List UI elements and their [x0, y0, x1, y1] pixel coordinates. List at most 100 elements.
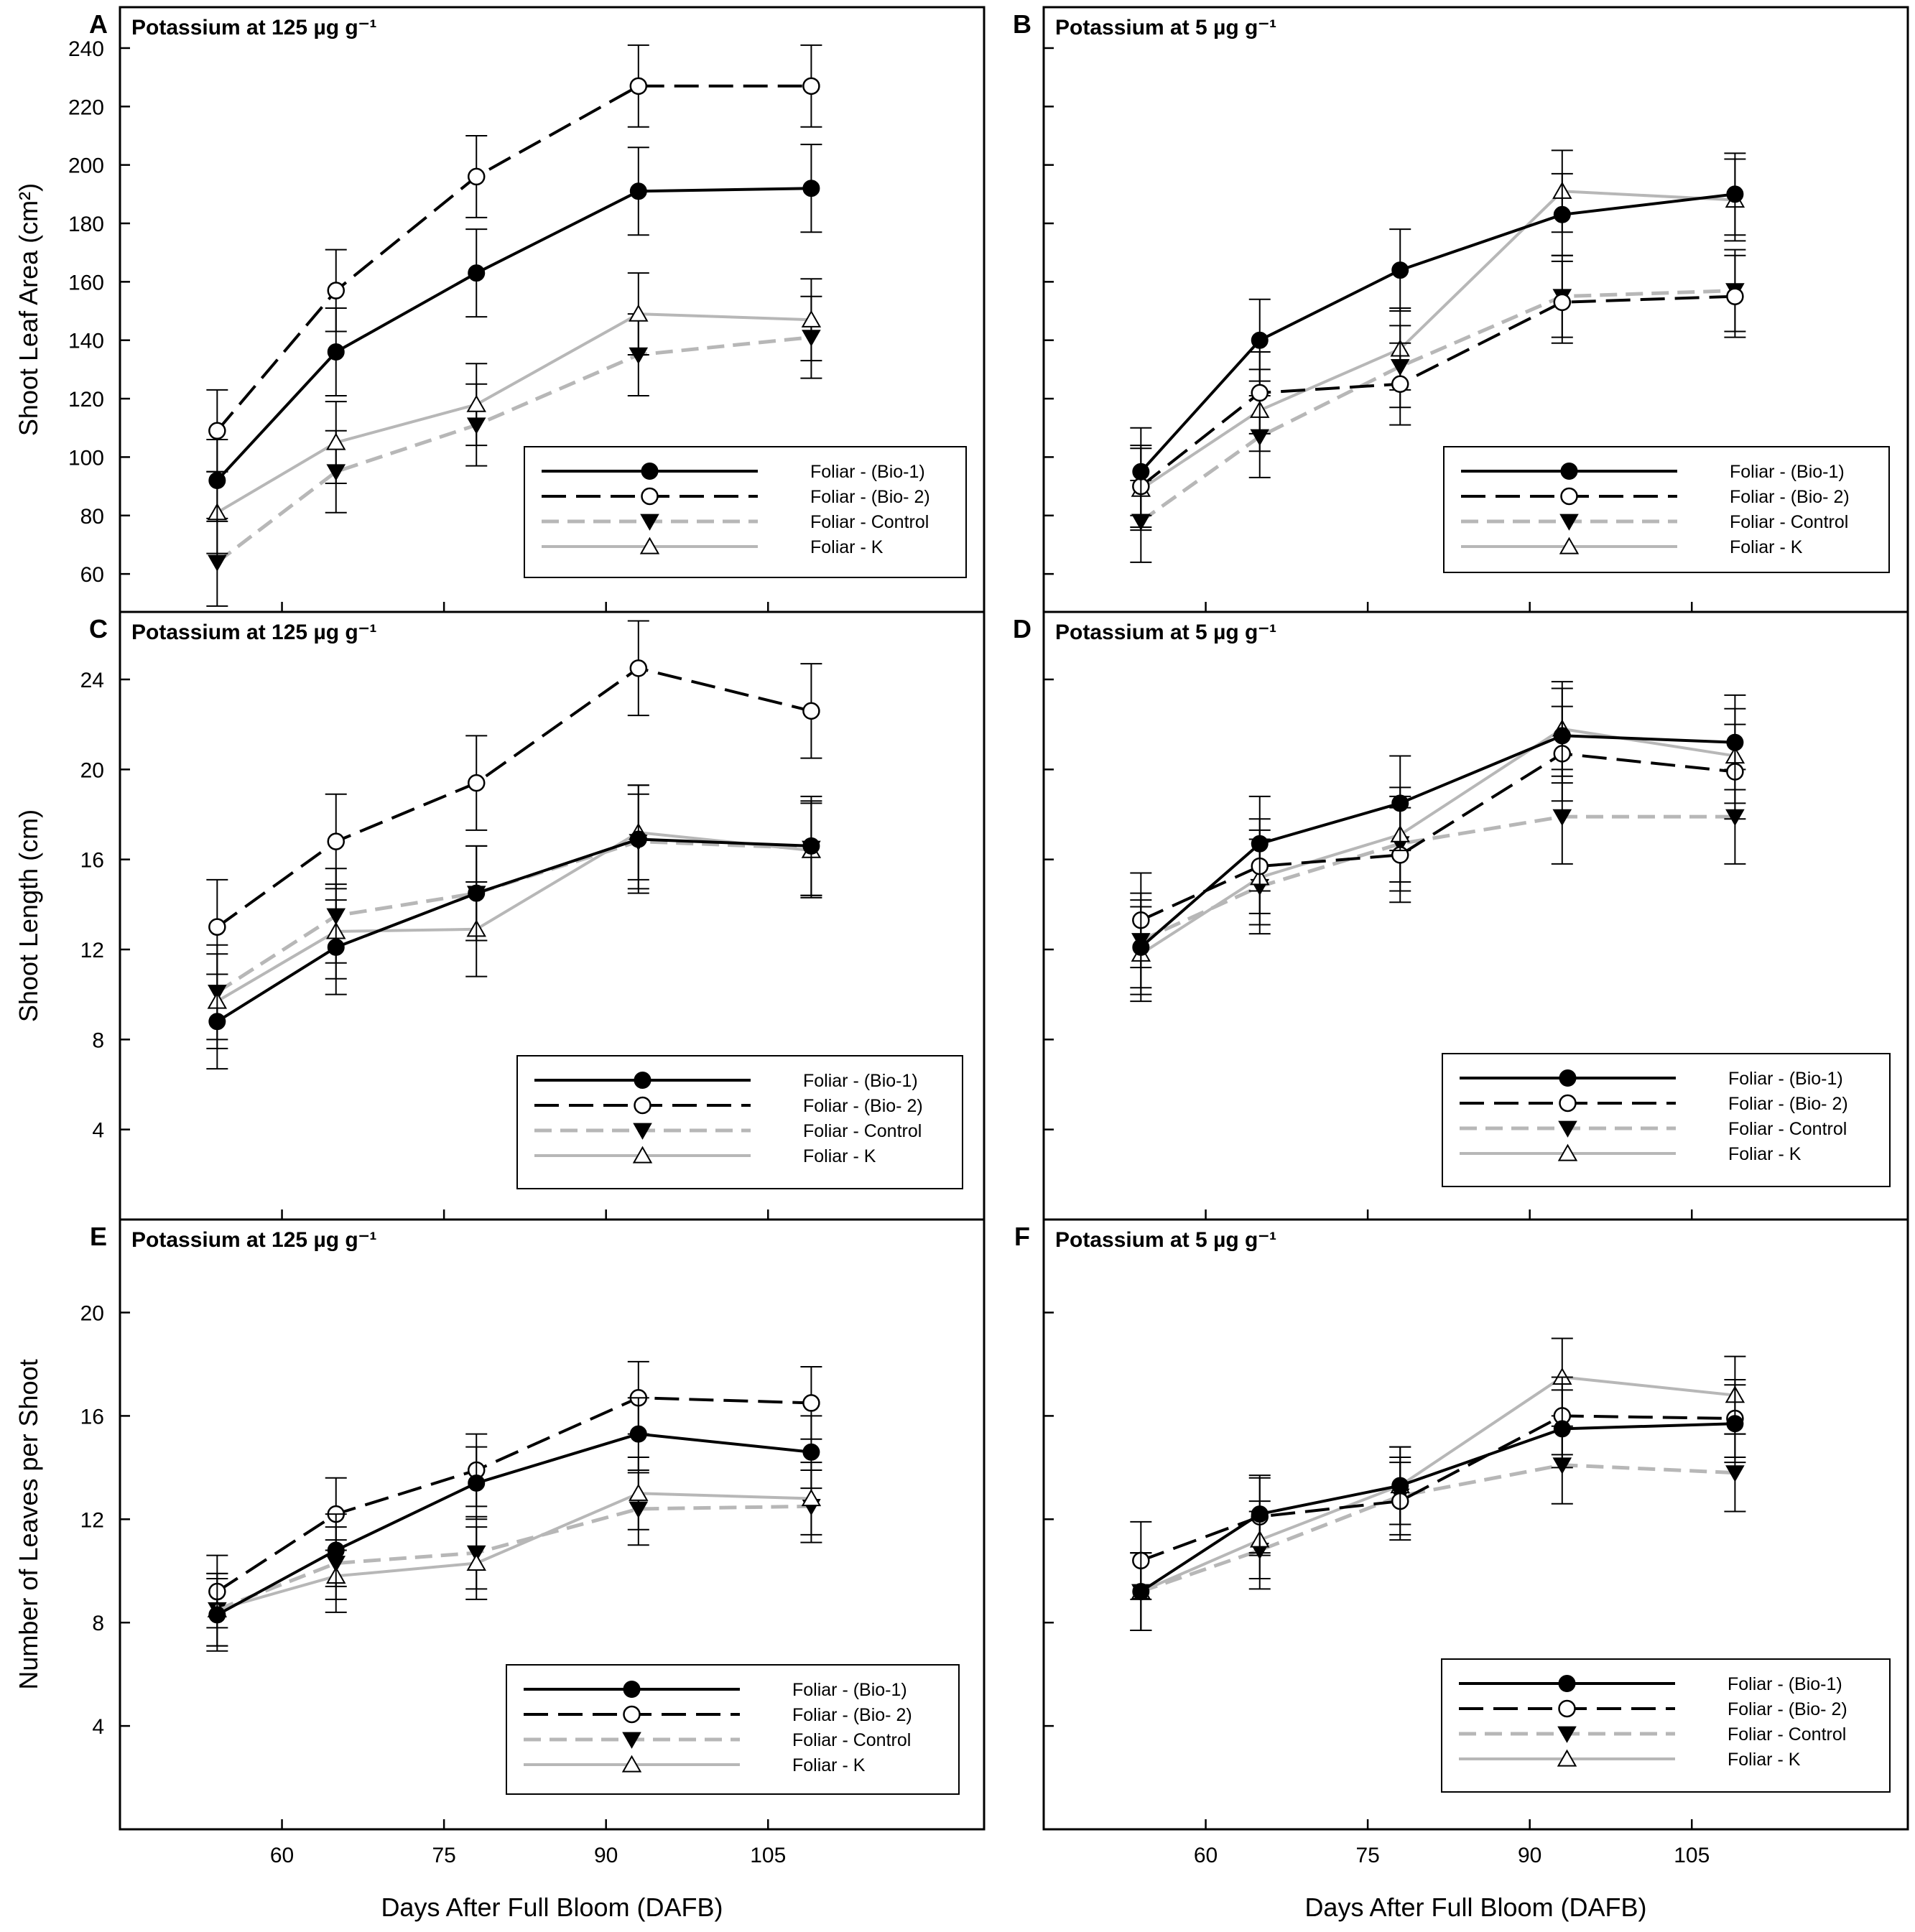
data-point [1553, 205, 1571, 223]
legend-label: Foliar - (Bio- 2) [1728, 1699, 1847, 1719]
data-point [629, 830, 647, 848]
series-line [216, 667, 812, 929]
data-point [468, 1474, 486, 1492]
y-tick-label: 4 [92, 1119, 104, 1143]
panel-e: E Potassium at 125 µg g⁻¹ 4 8 12 16 20 60 75 90 10… [14, 1218, 986, 1922]
data-point [802, 1443, 820, 1461]
data-point [801, 310, 822, 328]
series-k [1130, 681, 1746, 1003]
legend-marker [621, 1755, 642, 1773]
y-tick-label: 24 [80, 669, 104, 692]
legend-marker [1559, 1094, 1577, 1113]
series-line [216, 1432, 812, 1617]
legend-label: Foliar - Control [810, 512, 929, 532]
legend-label: Foliar - K [1728, 1750, 1801, 1770]
legend-marker [1558, 1699, 1576, 1718]
x-tick-label: 105 [750, 1844, 786, 1867]
panel-title: Potassium at 125 µg g⁻¹ [131, 621, 377, 644]
legend: Foliar - (Bio-1) Foliar - (Bio- 2) Foliar … [506, 1664, 960, 1795]
legend-box [516, 1055, 963, 1189]
series-bio2 [206, 44, 822, 473]
data-point [802, 1394, 820, 1412]
legend-marker [634, 1096, 652, 1115]
legend-marker [1558, 1675, 1576, 1692]
legend-label: Foliar - Control [1728, 1119, 1847, 1139]
legend-marker [1558, 1120, 1577, 1138]
data-point [629, 182, 647, 200]
data-point [327, 1541, 345, 1559]
legend-label: Foliar - K [1730, 537, 1803, 557]
data-point [1726, 733, 1744, 751]
panel-letter: F [1014, 1222, 1030, 1251]
series-k [206, 784, 822, 1049]
legend-label: Foliar - (Bio-1) [810, 462, 925, 482]
data-point [1251, 835, 1269, 853]
series-line [1140, 752, 1735, 922]
data-point [1391, 1477, 1409, 1495]
series-line [215, 840, 812, 994]
legend-label: Foliar - (Bio-1) [1730, 462, 1845, 482]
legend-label: Foliar - (Bio- 2) [792, 1705, 912, 1725]
panel-letter: E [90, 1222, 107, 1251]
legend-marker [640, 514, 659, 531]
data-point [1391, 794, 1409, 812]
data-point [467, 774, 486, 792]
legend-label: Foliar - K [792, 1755, 866, 1775]
legend-marker [622, 1732, 641, 1749]
data-point [801, 1489, 822, 1507]
series-control [1130, 768, 1746, 989]
data-point [208, 1606, 226, 1624]
legend-label: Foliar - (Bio-1) [1728, 1069, 1843, 1089]
series-bio1 [206, 144, 822, 522]
y-tick-label: 12 [80, 1508, 104, 1532]
legend-marker [1560, 487, 1578, 506]
y-tick-label: 60 [80, 563, 104, 587]
data-point [208, 918, 226, 936]
y-tick-label: 160 [68, 271, 104, 294]
series-line [1139, 734, 1735, 949]
legend-marker [1557, 1143, 1578, 1161]
x-axis-title: Days After Full Bloom (DAFB) [381, 1892, 723, 1922]
data-point [1552, 809, 1572, 827]
panel-letter: A [89, 9, 108, 39]
legend-label: Foliar - K [1728, 1144, 1802, 1164]
series-bio1 [1130, 1384, 1746, 1631]
series-line [215, 84, 812, 432]
y-tick-label: 4 [92, 1715, 104, 1739]
y-tick-label: 200 [68, 154, 104, 178]
series-line [1140, 1463, 1735, 1594]
legend-box [506, 1664, 960, 1795]
x-tick-label: 60 [1194, 1844, 1218, 1867]
series-line [1140, 190, 1735, 491]
data-point [1391, 261, 1409, 279]
data-point [802, 702, 820, 720]
data-point [1725, 1465, 1745, 1482]
legend-marker [623, 1681, 641, 1698]
data-point [629, 304, 649, 322]
panel-c: C Potassium at 125 µg g⁻¹ 4 8 12 16 20 24 Shoot … [14, 610, 986, 1221]
data-point [208, 1013, 226, 1031]
data-point [1391, 375, 1409, 393]
panel-letter: B [1013, 9, 1031, 39]
x-tick-label: 60 [270, 1844, 294, 1867]
data-point [1553, 293, 1572, 312]
series-k [206, 272, 822, 554]
legend-label: Foliar - Control [803, 1121, 922, 1141]
series-bio1 [206, 784, 822, 1070]
series-k [206, 1456, 822, 1647]
data-point [327, 832, 345, 850]
data-point [1251, 384, 1269, 402]
series-line [216, 831, 812, 1003]
x-tick-label: 75 [432, 1844, 455, 1867]
legend-label: Foliar - (Bio- 2) [803, 1096, 923, 1116]
legend-label: Foliar - Control [1730, 512, 1848, 532]
panel-title: Potassium at 5 µg g⁻¹ [1055, 621, 1276, 644]
legend-box [1441, 1658, 1891, 1793]
data-point [467, 167, 486, 186]
series-bio1 [1130, 687, 1746, 995]
legend-marker [623, 1705, 641, 1724]
legend-label: Foliar - (Bio- 2) [1728, 1094, 1848, 1114]
legend-marker [1559, 514, 1579, 531]
